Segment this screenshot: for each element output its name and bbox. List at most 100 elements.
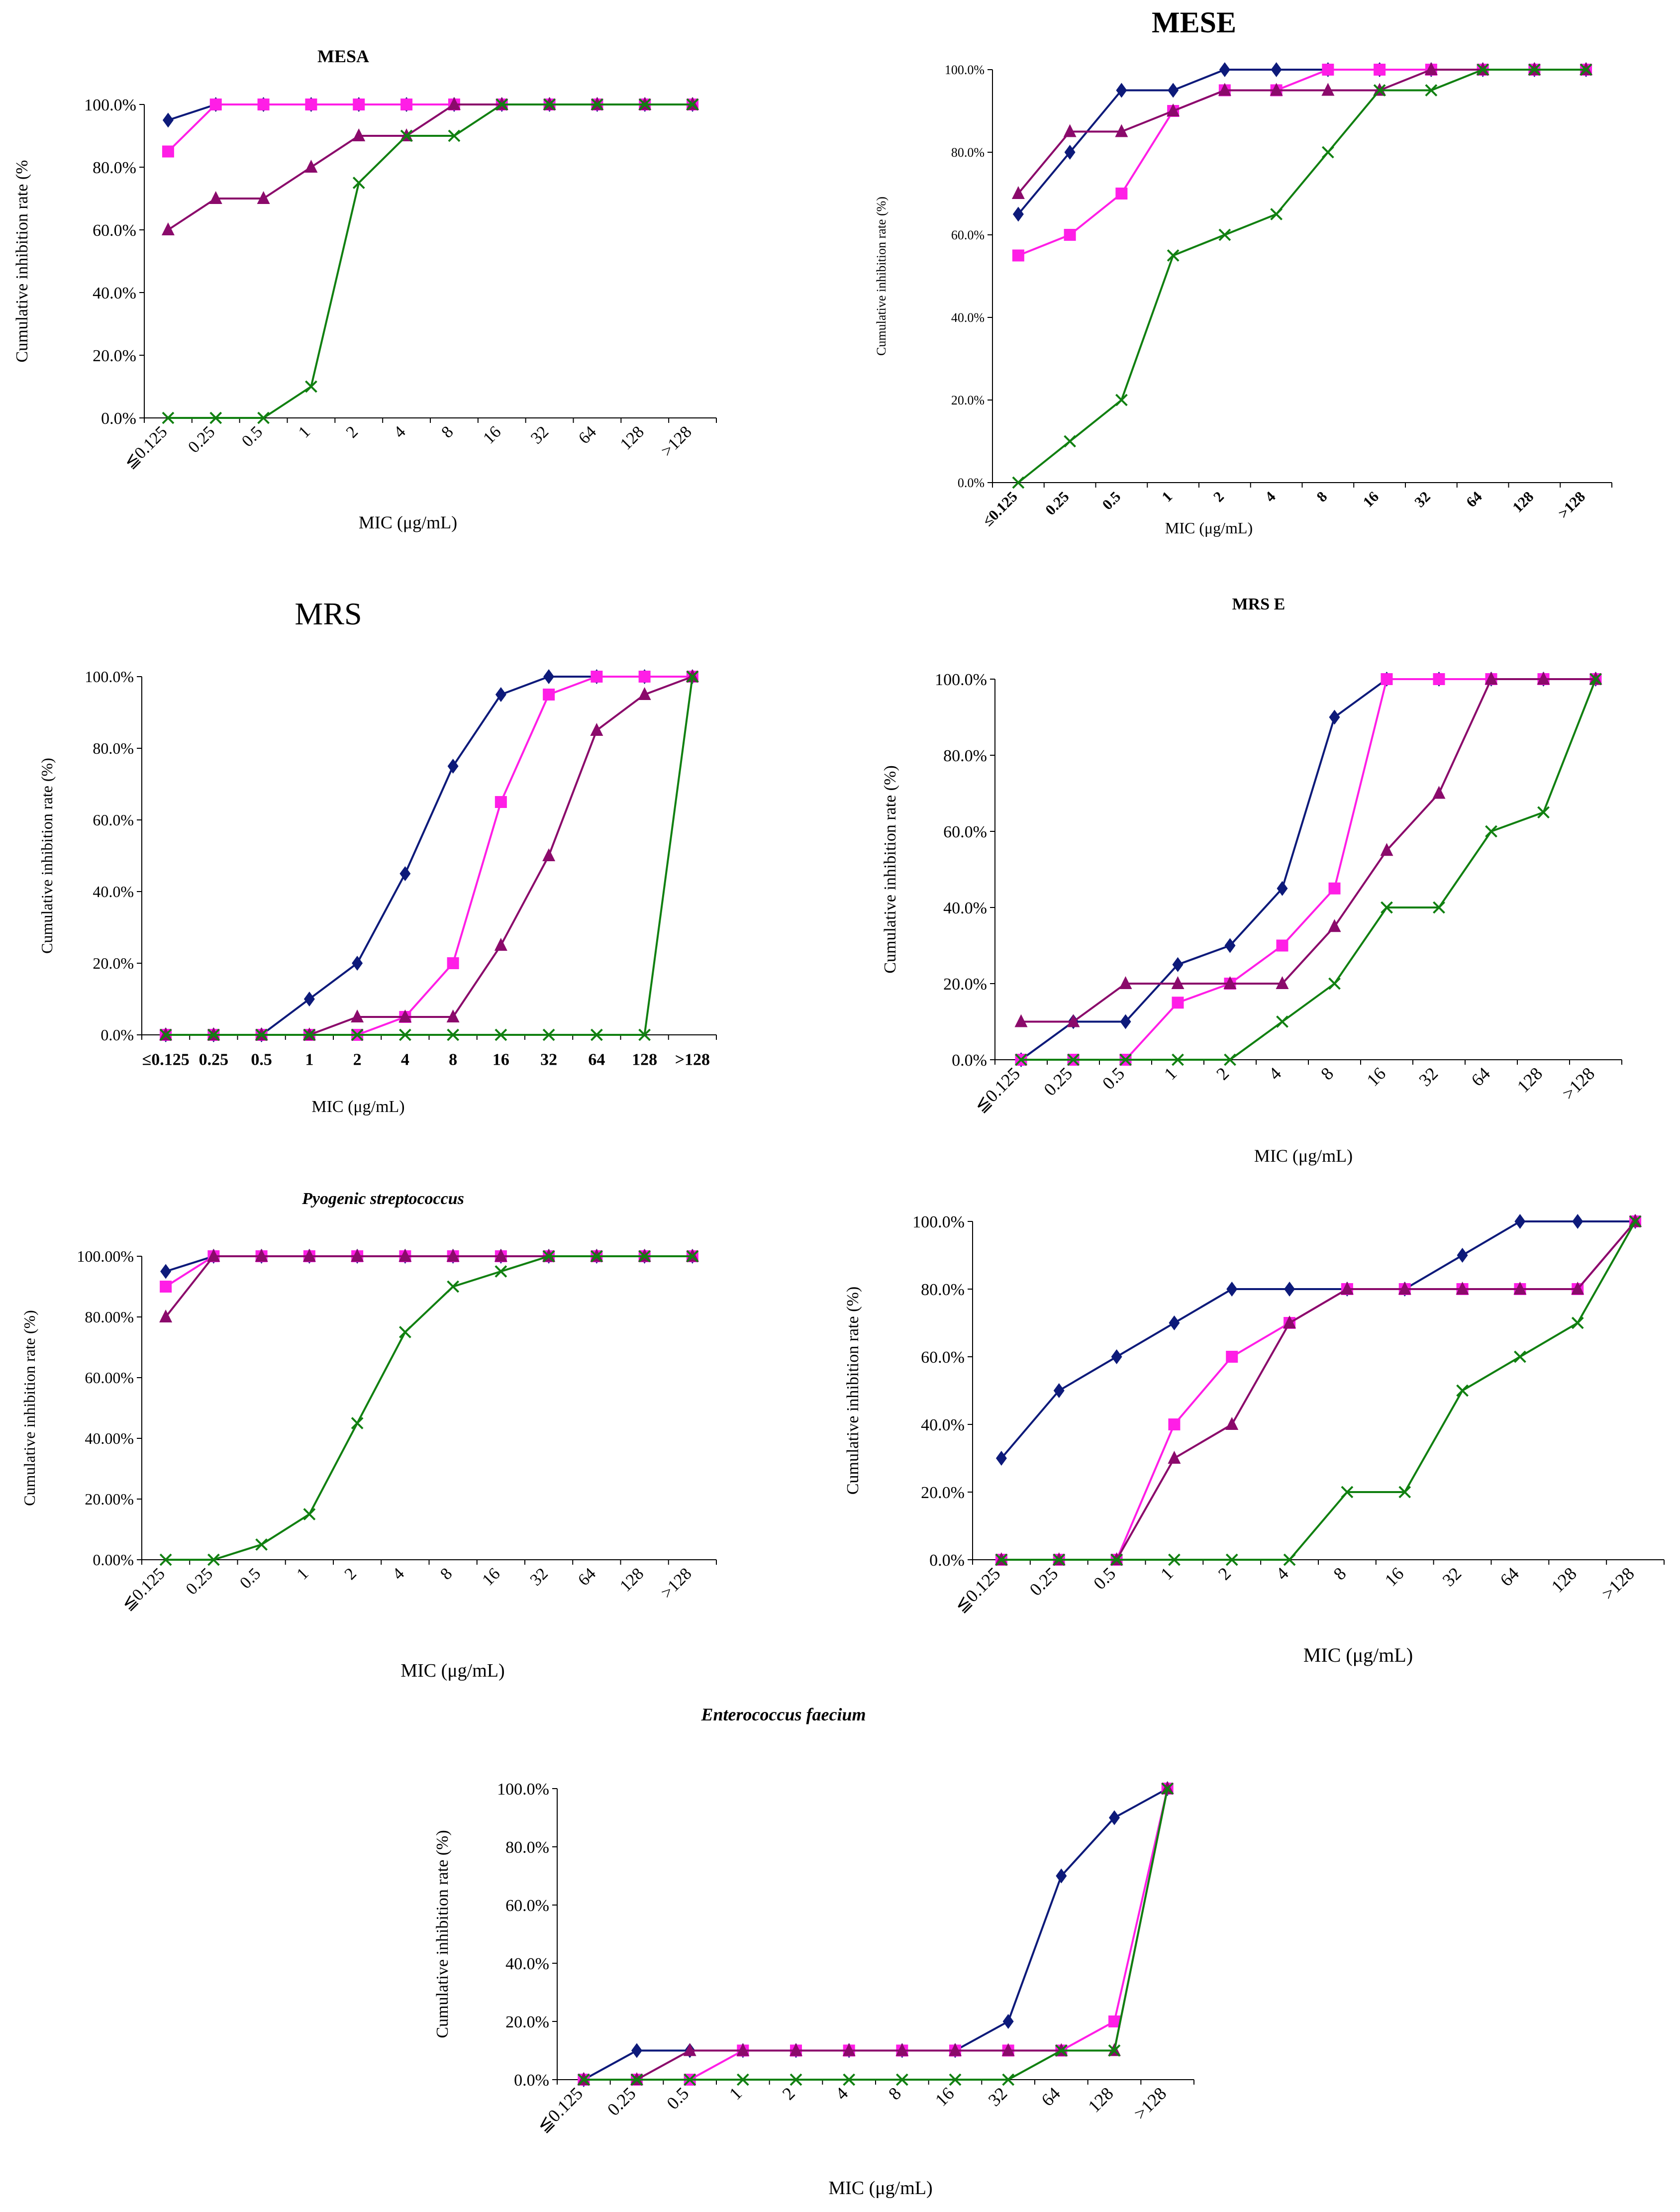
data-point — [843, 2073, 856, 2086]
data-point — [1056, 1868, 1067, 1884]
y-tick-label: 100.0% — [84, 96, 136, 114]
data-point — [1398, 1486, 1411, 1499]
y-tick-label: 60.00% — [85, 1369, 134, 1387]
series-line — [1017, 69, 1586, 215]
data-point — [1168, 1553, 1181, 1566]
data-point — [351, 1009, 364, 1022]
x-tick-label: 16 — [931, 2083, 958, 2110]
data-point — [1572, 1214, 1583, 1229]
x-axis-title: MIC (μg/mL) — [400, 1660, 504, 1681]
data-point — [255, 1249, 268, 1262]
x-tick-label: 0.25 — [199, 1051, 229, 1069]
data-point — [494, 1265, 507, 1278]
x-tick-label: 0.5 — [1089, 1563, 1119, 1593]
data-point — [1580, 63, 1592, 76]
data-point — [1398, 1282, 1411, 1295]
y-axis-title: Cumulative inhibition rate (%) — [874, 197, 889, 356]
data-point — [1537, 806, 1550, 819]
y-tick-label: 80.0% — [93, 739, 134, 757]
data-point — [790, 2073, 802, 2086]
series-line — [1021, 678, 1596, 1023]
data-point — [949, 2043, 962, 2056]
data-point — [1433, 901, 1445, 914]
data-point — [686, 1250, 699, 1263]
data-point — [1108, 2015, 1120, 2027]
data-point — [352, 128, 366, 141]
x-tick-label: 0.25 — [1040, 1063, 1076, 1100]
data-point — [591, 671, 603, 683]
data-point — [494, 1249, 507, 1262]
series-line — [166, 676, 692, 1036]
chart-panel: Enterococcus faecium 0.0% 20.0% 40.0% 60.0% 8… — [433, 1705, 1194, 2199]
data-point — [1284, 1282, 1295, 1297]
data-point — [1111, 1349, 1122, 1364]
y-tick-label: 80.0% — [943, 747, 987, 765]
data-point — [1484, 672, 1498, 685]
data-point — [303, 1508, 316, 1520]
x-tick-label: 32 — [527, 422, 552, 447]
x-tick-label: 16 — [1381, 1563, 1408, 1590]
data-point — [162, 411, 175, 424]
chart-panel: Pyogenic streptococcus 0.00% 20.00% 40.00% 6… — [20, 1190, 717, 1681]
x-tick-label: >128 — [1598, 1563, 1638, 1604]
data-point — [398, 1009, 412, 1022]
data-point — [257, 99, 270, 110]
y-tick-label: 20.0% — [943, 975, 987, 994]
data-point — [577, 2073, 590, 2086]
data-point — [1116, 83, 1127, 98]
data-point — [1226, 1351, 1238, 1363]
data-point — [895, 2043, 909, 2056]
x-tick-label: 128 — [1547, 1563, 1580, 1596]
series-line — [1017, 69, 1586, 484]
data-point — [1120, 1014, 1131, 1029]
x-tick-label: 1 — [295, 422, 314, 441]
data-point — [1064, 229, 1076, 241]
series-line — [167, 103, 693, 231]
data-point — [1171, 976, 1185, 989]
x-tick-label: ≦0.125 — [121, 422, 171, 472]
x-tick-label: 2 — [353, 1051, 362, 1069]
data-point — [1064, 435, 1077, 448]
x-tick-label: 1 — [1159, 489, 1176, 505]
x-tick-label: 0.5 — [1099, 489, 1124, 513]
data-point — [1223, 976, 1237, 989]
data-point — [638, 671, 651, 683]
data-point — [1172, 957, 1184, 972]
data-point — [1119, 1053, 1132, 1066]
x-tick-label: 0.25 — [1026, 1563, 1062, 1600]
data-point — [302, 1249, 316, 1262]
data-point — [543, 669, 555, 684]
x-tick-label: 16 — [479, 1564, 503, 1589]
data-point — [1432, 786, 1446, 799]
x-tick-label: ≦0.125 — [951, 1563, 1004, 1616]
series-line — [1018, 69, 1586, 257]
data-point — [542, 848, 556, 861]
data-point — [255, 1028, 268, 1041]
data-point — [1224, 1053, 1236, 1066]
x-tick-label: >128 — [658, 422, 695, 460]
data-point — [257, 191, 270, 204]
data-point — [1271, 62, 1282, 77]
data-point — [683, 2043, 696, 2056]
y-tick-label: 0.00% — [93, 1551, 134, 1569]
data-point — [1329, 709, 1340, 725]
data-point — [209, 99, 222, 110]
data-point — [1168, 1451, 1181, 1464]
series-line — [1017, 69, 1586, 195]
data-point — [398, 1249, 412, 1262]
data-point — [303, 1028, 316, 1041]
y-tick-label: 100.0% — [497, 1780, 549, 1799]
y-tick-label: 0.0% — [100, 1026, 134, 1044]
data-point — [207, 1249, 220, 1262]
data-point — [303, 992, 315, 1006]
data-point — [736, 2043, 750, 2056]
chart-title: MRS — [295, 596, 362, 631]
x-tick-label: 64 — [1496, 1563, 1523, 1590]
data-point — [1225, 1417, 1239, 1430]
x-axis-title: MIC (μg/mL) — [1303, 1644, 1413, 1666]
data-point — [1381, 901, 1393, 914]
data-point — [353, 99, 365, 110]
data-point — [1172, 1053, 1184, 1066]
x-tick-label: ≤0.125 — [980, 489, 1021, 530]
x-tick-label: 32 — [1411, 489, 1434, 511]
